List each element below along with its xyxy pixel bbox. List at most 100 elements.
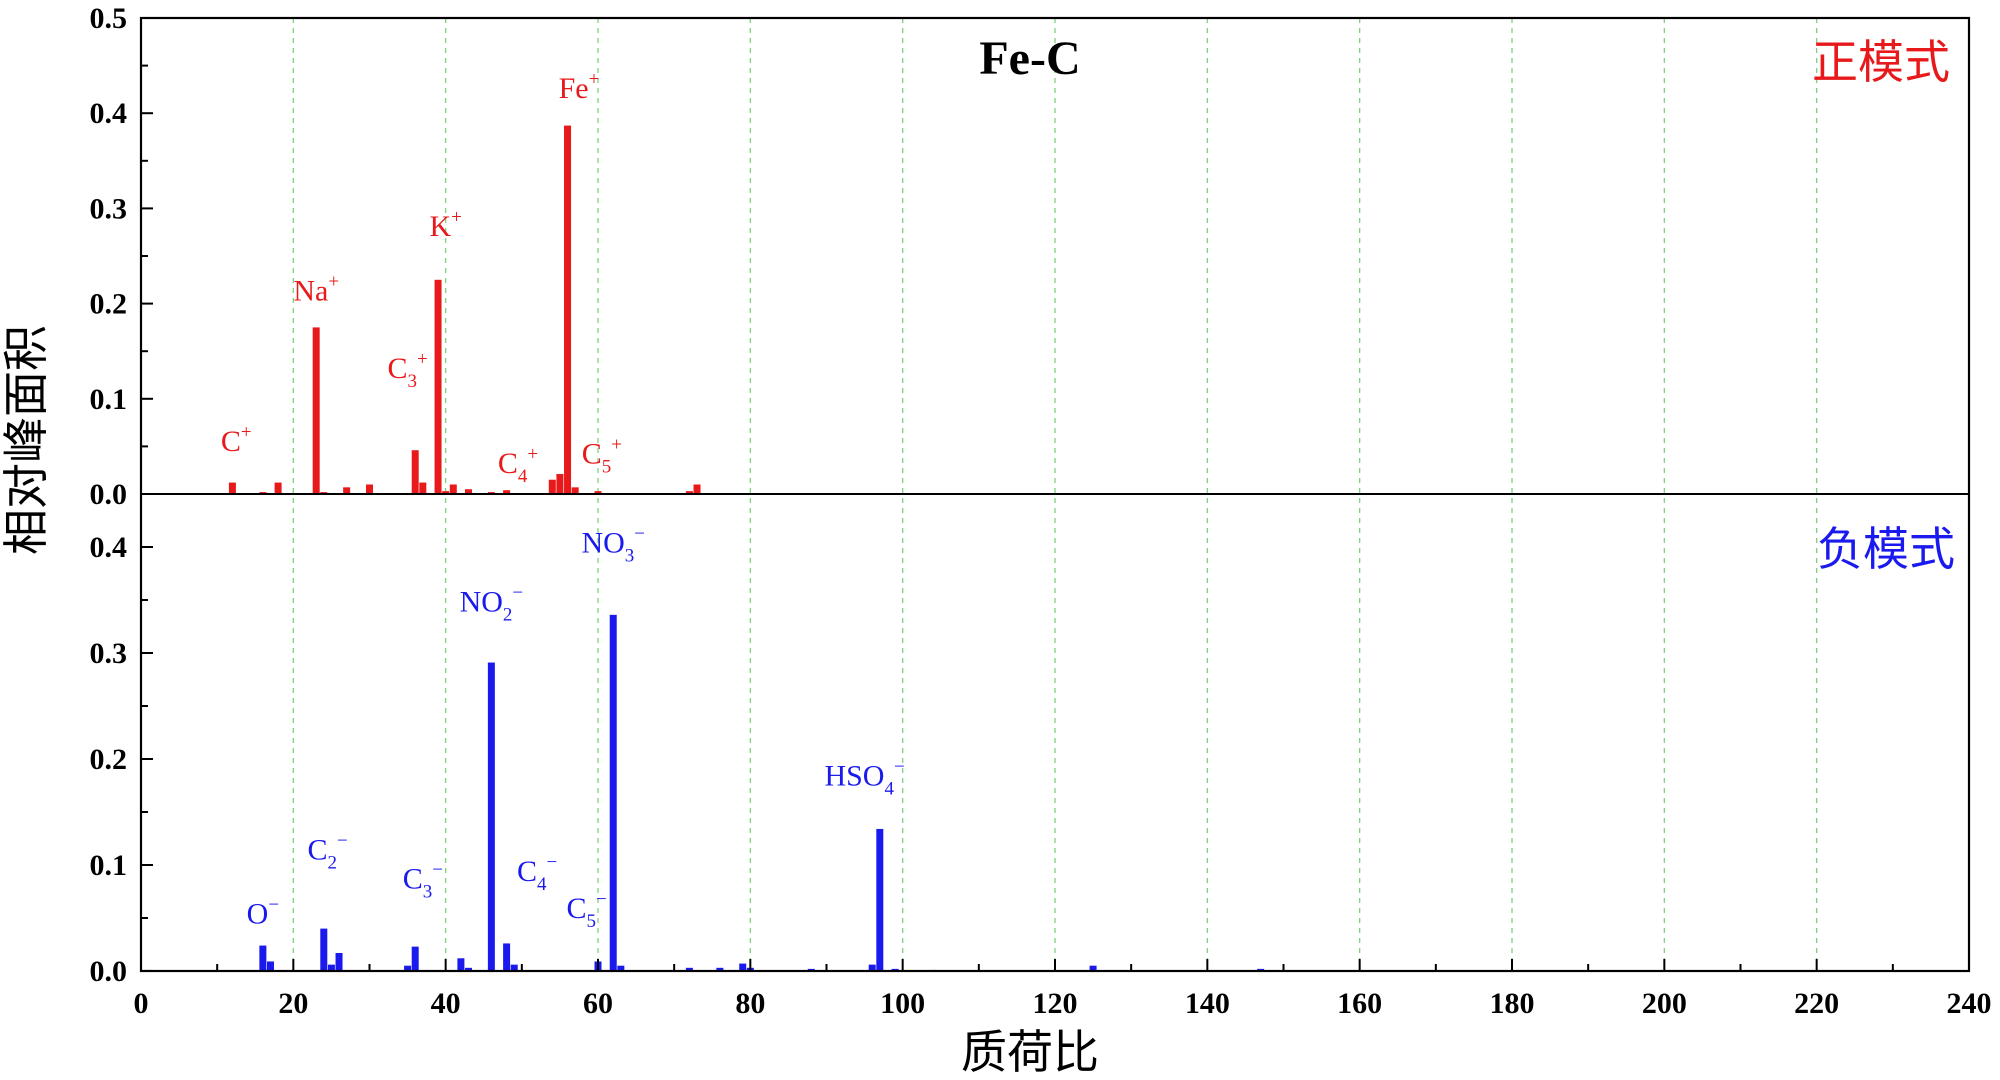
spectrum-bar: [320, 928, 328, 971]
ion-superscript: −: [337, 831, 348, 852]
bar-layer: [145, 125, 1265, 971]
spectrum-bar: [419, 482, 427, 494]
spectrum-bar: [266, 961, 274, 971]
x-tick-label: 140: [1185, 987, 1230, 1020]
spectrum-bar: [327, 964, 335, 971]
spectrum-bar: [609, 614, 617, 971]
ion-superscript: −: [596, 889, 607, 910]
spectrum-bar: [503, 943, 511, 971]
ion-label: C+: [221, 422, 252, 458]
x-tick-label: 0: [134, 987, 149, 1020]
ion-label: Fe+: [559, 69, 600, 105]
ion-superscript: −: [546, 852, 557, 873]
ion-base: C: [582, 438, 602, 471]
ion-base: O: [247, 897, 269, 930]
y-tick-label: 0.2: [90, 288, 128, 321]
spectrum-bar: [274, 482, 282, 494]
y-tick-label: 0.1: [90, 383, 128, 416]
ion-base: NO: [581, 526, 624, 559]
y-tick-label: 0.0: [90, 955, 128, 988]
ion-label: C3−: [403, 859, 443, 902]
spectrum-bar: [228, 482, 236, 494]
ion-base: C: [403, 862, 423, 895]
annotation-layer: C+Na+C3+K+C4+Fe+C5+O−C2−C3−NO2−C4−C5−NO3…: [221, 69, 905, 932]
spectrum-bar: [693, 484, 701, 494]
ion-label: C3+: [387, 349, 427, 392]
ion-subscript: 2: [328, 853, 338, 874]
spectrum-bar: [739, 963, 747, 971]
ion-subscript: 4: [518, 466, 528, 487]
y-axis-title: 相对峰面积: [0, 325, 53, 555]
ion-base: C: [387, 352, 407, 385]
ion-label: C5−: [566, 889, 606, 932]
y-tick-label: 0.2: [90, 743, 128, 776]
spectrum-bar: [685, 967, 693, 971]
ion-subscript: 3: [423, 881, 433, 902]
spectrum-bar: [876, 828, 884, 971]
spectrum-bar: [449, 484, 457, 494]
spectrum-bar: [548, 479, 556, 494]
ion-subscript: 3: [625, 545, 635, 566]
ion-superscript: −: [894, 757, 905, 778]
spectrum-bar: [1089, 965, 1097, 971]
x-axis-title: 质荷比: [961, 1025, 1099, 1079]
ion-base: HSO: [824, 760, 884, 793]
ion-base: C: [517, 855, 537, 888]
ion-base: Fe: [559, 72, 589, 105]
spectrum-bar: [465, 489, 473, 494]
ion-superscript: +: [328, 272, 339, 293]
ion-subscript: 2: [503, 605, 513, 626]
spectrum-bar: [716, 967, 724, 971]
ion-label: HSO4−: [824, 757, 904, 800]
ion-base: NO: [460, 586, 503, 619]
spectrum-bar: [465, 967, 473, 971]
ion-label: C2−: [307, 831, 347, 874]
x-tick-label: 160: [1337, 987, 1382, 1020]
x-tick-label: 240: [1947, 987, 1992, 1020]
ion-base: K: [429, 210, 451, 243]
ion-label: NO3−: [581, 523, 645, 566]
ion-label: Na+: [293, 272, 339, 308]
x-tick-label: 20: [278, 987, 308, 1020]
y-tick-label: 0.3: [90, 637, 128, 670]
spectrum-bar: [564, 125, 572, 495]
grid-layer: [292, 18, 1818, 971]
ion-label: NO2−: [460, 583, 524, 626]
spectrum-bar: [487, 662, 495, 971]
ion-base: C: [307, 834, 327, 867]
spectrum-bar: [335, 952, 343, 971]
spectrum-bar: [685, 491, 693, 494]
y-tick-label: 0.0: [90, 478, 128, 511]
spectrum-bar: [510, 964, 518, 971]
x-tick-label: 220: [1794, 987, 1839, 1020]
spectrum-bar: [343, 487, 351, 494]
ion-superscript: +: [241, 422, 252, 443]
spectrum-bar: [411, 450, 419, 494]
ion-superscript: +: [611, 435, 622, 456]
ion-superscript: +: [527, 444, 538, 465]
x-tick-label: 60: [583, 987, 613, 1020]
y-tick-label: 0.4: [90, 97, 128, 130]
spectrum-bar: [366, 484, 373, 494]
y-tick-label: 0.4: [90, 531, 128, 564]
spectrum-bar: [411, 946, 419, 971]
ion-superscript: −: [268, 894, 279, 915]
spectrum-bar: [404, 965, 412, 971]
ion-subscript: 5: [602, 457, 612, 478]
spectrum-bar: [434, 279, 442, 494]
ion-label: C5+: [582, 435, 622, 478]
ion-base: Na: [293, 275, 328, 308]
ion-label: K+: [429, 207, 461, 243]
y-tick-label: 0.3: [90, 192, 128, 225]
ion-label: C4−: [517, 852, 557, 895]
spectrum-bar: [259, 945, 267, 971]
negative-mode-label: 负模式: [1817, 522, 1955, 576]
x-tick-label: 180: [1490, 987, 1535, 1020]
ion-base: C: [566, 892, 586, 925]
chart-title: Fe-C: [979, 32, 1080, 85]
ion-superscript: −: [634, 523, 645, 544]
plot-frame: [139, 16, 1971, 973]
ion-base: C: [498, 447, 518, 480]
ion-base: C: [221, 425, 241, 458]
spectrum-bar: [457, 958, 465, 971]
